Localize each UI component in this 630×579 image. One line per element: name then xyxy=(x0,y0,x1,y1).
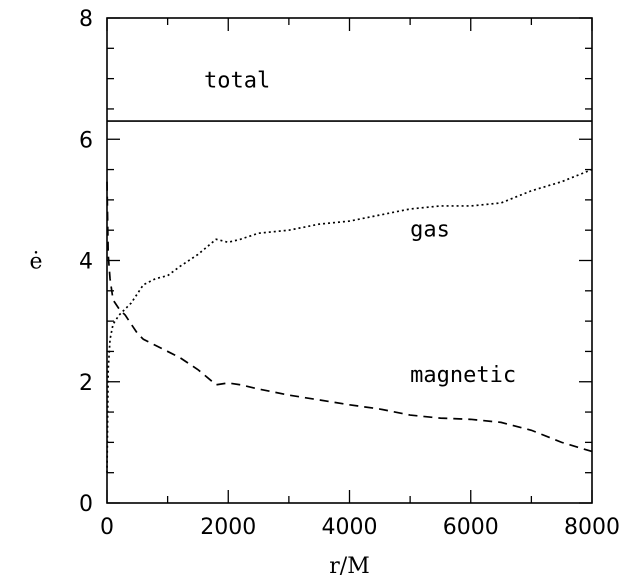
magnetic-line xyxy=(106,181,593,453)
y-tick-label: 4 xyxy=(79,250,93,275)
annotation-gas: gas xyxy=(410,217,450,242)
gas-line xyxy=(106,168,593,473)
x-axis-label: r/M xyxy=(329,554,369,579)
x-tick-label: 0 xyxy=(100,515,114,540)
annotations-layer: total gas magnetic xyxy=(204,69,516,388)
annotation-total: total xyxy=(204,69,270,94)
annotation-magnetic: magnetic xyxy=(410,363,516,388)
y-tick-label: 8 xyxy=(79,7,93,32)
x-tick-label: 8000 xyxy=(564,515,620,540)
ticks-layer xyxy=(106,17,593,504)
series-layer xyxy=(106,120,593,473)
tick-labels-layer: 0 2000 4000 6000 8000 0 2 4 6 8 xyxy=(79,7,620,540)
y-tick-label: 0 xyxy=(79,492,93,517)
y-tick-label: 2 xyxy=(79,371,93,396)
x-tick-label: 6000 xyxy=(443,515,499,540)
plot-frame xyxy=(106,17,593,504)
x-tick-label: 4000 xyxy=(322,515,378,540)
y-axis-label: ė xyxy=(29,250,42,275)
y-tick-label: 6 xyxy=(79,128,93,153)
x-tick-label: 2000 xyxy=(200,515,256,540)
